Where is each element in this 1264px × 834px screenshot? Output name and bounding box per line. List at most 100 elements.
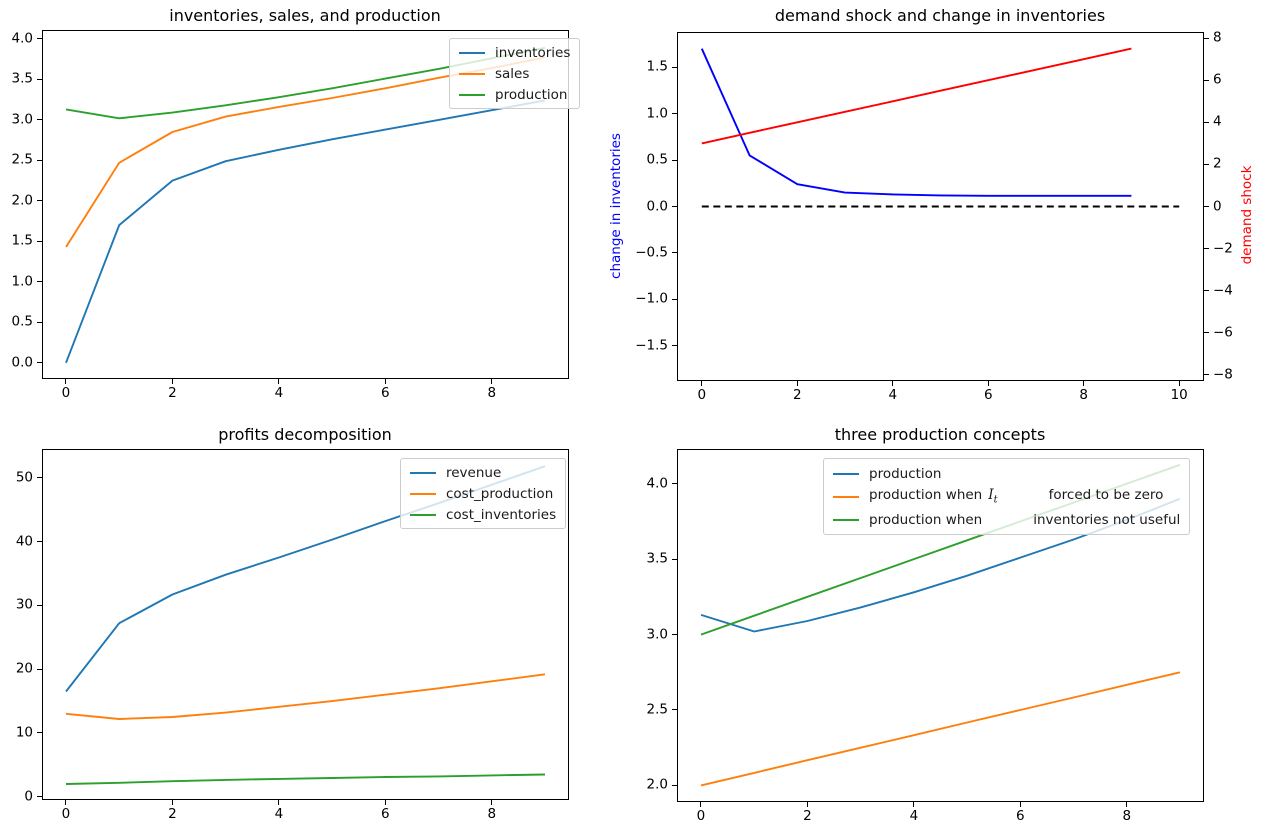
y2-tick-mark (1204, 37, 1209, 39)
y2-tick-mark (1204, 332, 1209, 334)
x-tick-mark (171, 379, 173, 384)
y-tick-mark (672, 252, 677, 254)
y-tick-mark (37, 604, 42, 606)
x-tick-mark (1178, 381, 1180, 386)
x-tick-label: 2 (168, 385, 177, 401)
y-tick-label: 3.5 (11, 70, 33, 87)
y-tick-mark (37, 281, 42, 283)
x-tick-label: 2 (168, 806, 177, 822)
y2-tick-label: 0 (1213, 197, 1222, 214)
y2-tick-mark (1204, 206, 1209, 207)
y2-tick-label: 4 (1213, 113, 1222, 130)
legend-box: inventories sales production (449, 38, 581, 109)
legend-label-suffix: forced to be zero (1048, 487, 1164, 504)
line-series-inventories (65, 99, 546, 364)
legend-label-prefix: production when (869, 487, 983, 504)
legend-line-swatch-production (459, 93, 485, 96)
line-series-cost-production (65, 673, 546, 720)
y-tick-mark (37, 796, 42, 798)
y-tick-label: 10 (15, 724, 33, 741)
y-tick-label: −0.5 (635, 244, 668, 261)
x-tick-label: 6 (381, 806, 390, 822)
y-tick-label: 1.0 (646, 104, 668, 121)
x-tick-label: 2 (803, 808, 812, 824)
y2-tick-label: 6 (1213, 71, 1222, 88)
axes-top-right-plot (677, 32, 1204, 381)
y2-tick-mark (1204, 121, 1209, 123)
chart-title-three-production-concepts: three production concepts (834, 425, 1046, 444)
legend-line-swatch-cost-inventories (410, 513, 436, 516)
y-tick-mark (672, 483, 677, 485)
legend-line-swatch-revenue (410, 471, 436, 474)
y-tick-label: 0.0 (11, 354, 33, 371)
y2-tick-mark (1204, 374, 1209, 376)
legend-label: inventories (495, 44, 571, 61)
y2-tick-label: −2 (1213, 239, 1233, 256)
y-tick-label: 20 (15, 660, 33, 677)
y-tick-mark (37, 321, 42, 323)
legend-entry: sales (459, 63, 570, 84)
y2-tick-label: −8 (1213, 366, 1233, 383)
legend-entry: cost_production (410, 483, 556, 504)
y-tick-label: 0.5 (11, 313, 33, 330)
y-tick-mark (37, 668, 42, 670)
y-axis-label-change-in-inventories: change in inventories (608, 133, 624, 279)
x-tick-mark (65, 800, 67, 805)
x-tick-mark (1019, 802, 1021, 807)
x-tick-label: 0 (697, 387, 707, 403)
y-tick-mark (37, 477, 42, 479)
legend-line-swatch-production (833, 472, 859, 475)
legend-entry: production (833, 462, 1180, 485)
y-tick-label: 3.0 (646, 625, 668, 642)
math-symbol-I-sub-t: It (988, 487, 997, 506)
legend-label: production (495, 86, 568, 103)
line-series-production-when-i-t-forced-to-be-zero (700, 671, 1181, 787)
axes-spines (42, 449, 569, 800)
y-tick-label: 2.0 (11, 192, 33, 209)
x-tick-label: 4 (274, 806, 284, 822)
x-tick-label: 8 (487, 385, 497, 401)
y-tick-mark (37, 541, 42, 543)
y-axis-label-demand-shock: demand shock (1239, 165, 1255, 265)
x-tick-label: 4 (274, 385, 284, 401)
y2-tick-mark (1204, 163, 1209, 165)
x-tick-label: 0 (61, 385, 71, 401)
line-series-change-in-inventories (700, 48, 1132, 197)
x-tick-mark (987, 381, 989, 386)
chart-title-profits-decomposition: profits decomposition (218, 425, 392, 444)
x-tick-label: 0 (61, 806, 71, 822)
y-tick-mark (37, 732, 42, 734)
legend-entry: production when It forced to be zero (833, 485, 1180, 508)
legend-label-gap (998, 498, 1049, 499)
y-tick-mark (37, 38, 42, 40)
legend-box: revenue cost_production cost_inventories (400, 458, 567, 529)
y-tick-mark (37, 362, 42, 364)
legend-label: cost_production (446, 485, 554, 502)
y-tick-mark (37, 159, 42, 161)
y-tick-mark (672, 345, 677, 347)
legend-label-suffix: inventories not useful (1033, 511, 1181, 528)
y-tick-mark (672, 634, 677, 636)
x-tick-mark (65, 379, 67, 384)
y-tick-mark (37, 240, 42, 242)
legend-label: sales (495, 65, 530, 82)
legend-label-gap (982, 523, 1033, 524)
y-tick-mark (37, 119, 42, 121)
y-tick-mark (672, 298, 677, 300)
y-tick-label: 30 (15, 596, 33, 613)
legend-entry: cost_inventories (410, 504, 556, 525)
y-tick-label: 3.5 (646, 550, 668, 567)
y-tick-label: 0 (24, 788, 33, 805)
y2-tick-mark (1204, 79, 1209, 81)
legend-line-swatch-inventories (459, 51, 485, 54)
y-tick-label: 1.5 (646, 58, 668, 75)
legend-label: revenue (446, 464, 502, 481)
math-italic-I: I (988, 487, 994, 504)
legend-line-swatch-production-zero-inventories (833, 495, 859, 498)
chart-title-demand-shock: demand shock and change in inventories (774, 6, 1106, 25)
legend-box: production production when It forced to be… (823, 458, 1191, 535)
x-tick-label: 8 (1079, 387, 1088, 403)
y-tick-label: −1.0 (635, 290, 668, 307)
legend-label: production when It forced to be zero (869, 487, 1163, 506)
